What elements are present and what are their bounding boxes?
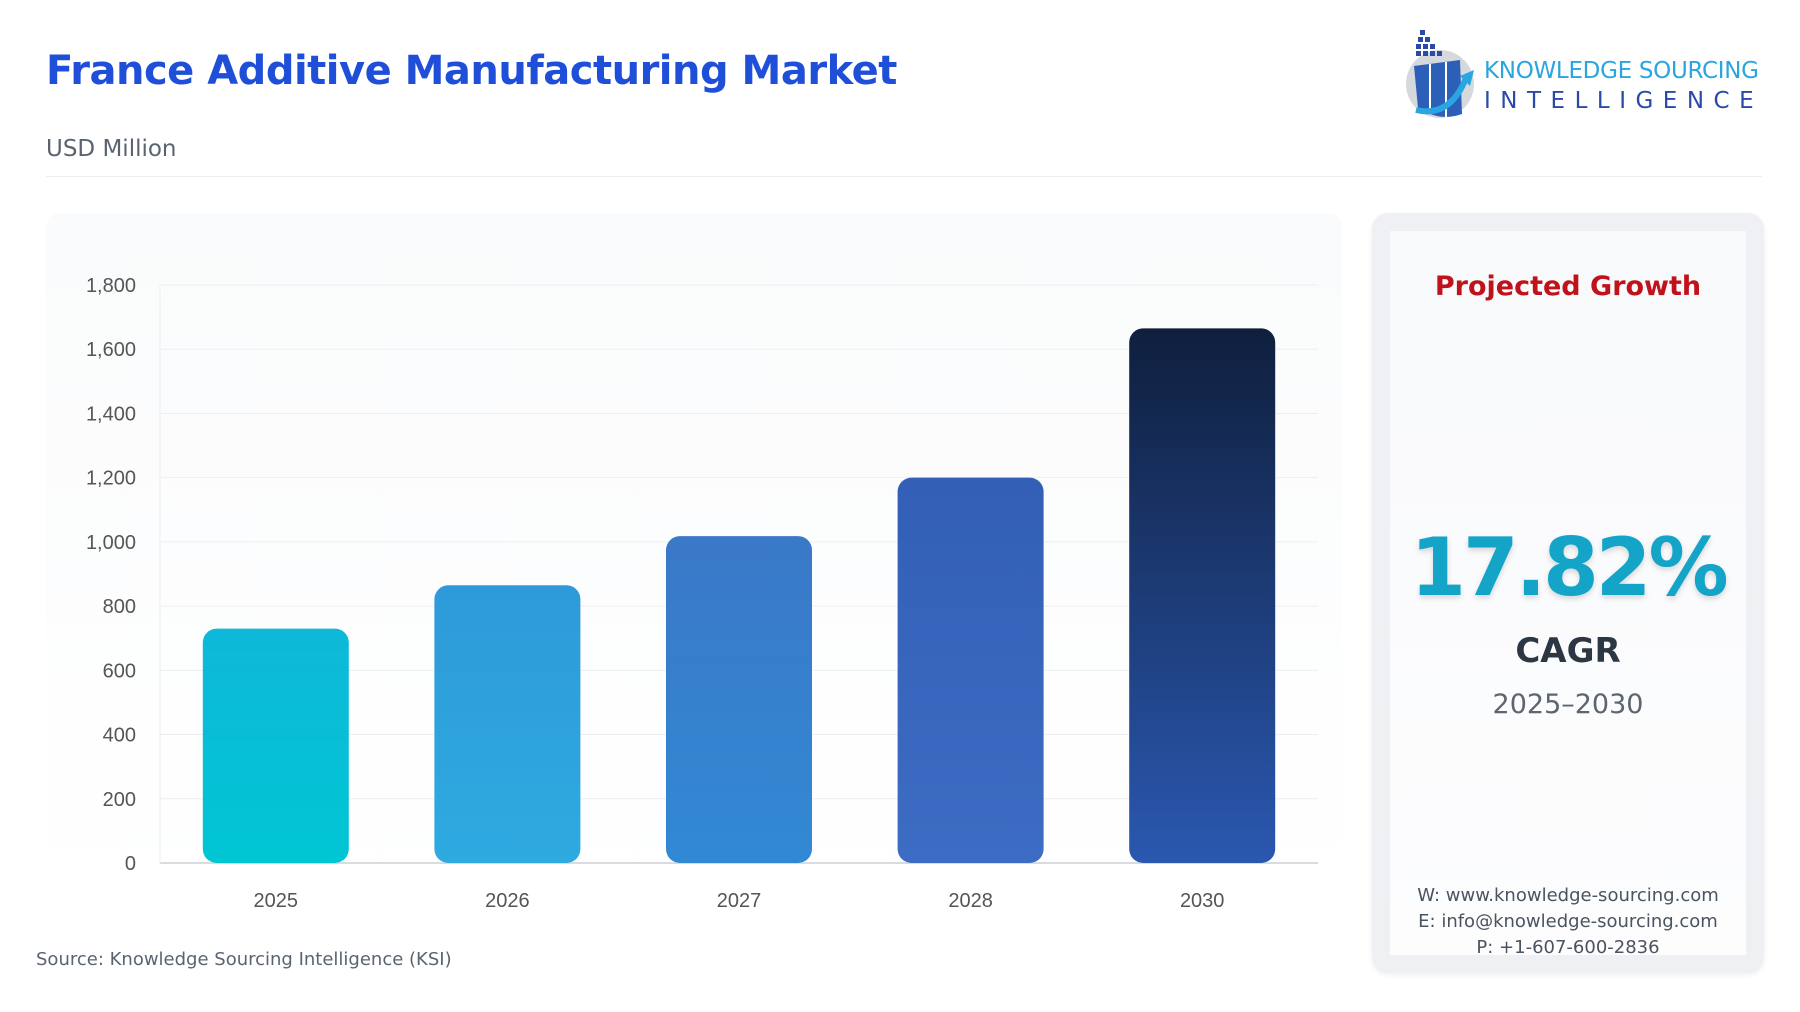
- bar-chart: 0 200 400 600 800 1,000 1,200 1,400 1,600 1,800 20…: [86, 275, 1318, 912]
- y-tick-label: 1,200: [86, 468, 136, 490]
- logo-text-line1: KNOWLEDGE SOURCING: [1484, 58, 1759, 84]
- bar-2025: [202, 628, 349, 863]
- y-tick-label: 200: [103, 789, 136, 811]
- bar-2027: [666, 536, 812, 863]
- source-note: Source: Knowledge Sourcing Intelligence …: [36, 949, 452, 970]
- y-tick-label: 0: [125, 853, 136, 875]
- y-tick-label: 1,800: [86, 275, 136, 297]
- y-tick-label: 1,000: [86, 532, 136, 554]
- y-tick-label: 600: [103, 660, 136, 682]
- y-tick-label: 400: [103, 725, 136, 747]
- x-tick-label: 2028: [948, 890, 993, 912]
- growth-panel: Projected Growth 17.82% CAGR 2025–2030 W…: [1372, 213, 1764, 973]
- page-title: France Additive Manufacturing Market: [46, 48, 897, 94]
- divider: [46, 176, 1762, 177]
- contact-website: W: www.knowledge-sourcing.com: [1417, 885, 1719, 906]
- x-tick-label: 2027: [717, 890, 762, 912]
- cagr-value: 17.82%: [1410, 521, 1728, 614]
- x-tick-label: 2025: [254, 890, 299, 912]
- projected-growth-heading: Projected Growth: [1434, 271, 1702, 302]
- chart-card: 0 200 400 600 800 1,000 1,200 1,400 1,600 1,800 20…: [46, 213, 1342, 913]
- y-tick-label: 1,400: [86, 403, 136, 425]
- bar-2030: [1129, 328, 1276, 864]
- y-tick-label: 800: [103, 596, 136, 618]
- logo: KNOWLEDGE SOURCING INTELLIGENCE: [1400, 26, 1760, 120]
- contact-email: E: info@knowledge-sourcing.com: [1418, 911, 1718, 932]
- x-tick-label: 2030: [1180, 890, 1225, 912]
- cagr-label: CAGR: [1515, 631, 1621, 671]
- x-tick-label: 2026: [485, 890, 530, 912]
- contact-phone: P: +1-607-600-2836: [1476, 937, 1660, 958]
- cagr-period: 2025–2030: [1492, 689, 1644, 720]
- bar-2026: [434, 585, 581, 863]
- logo-icon: [1406, 30, 1474, 118]
- bar-2028: [897, 477, 1044, 863]
- logo-text-line2: INTELLIGENCE: [1484, 88, 1764, 114]
- y-tick-label: 1,600: [86, 339, 136, 361]
- unit-subtitle: USD Million: [46, 136, 177, 162]
